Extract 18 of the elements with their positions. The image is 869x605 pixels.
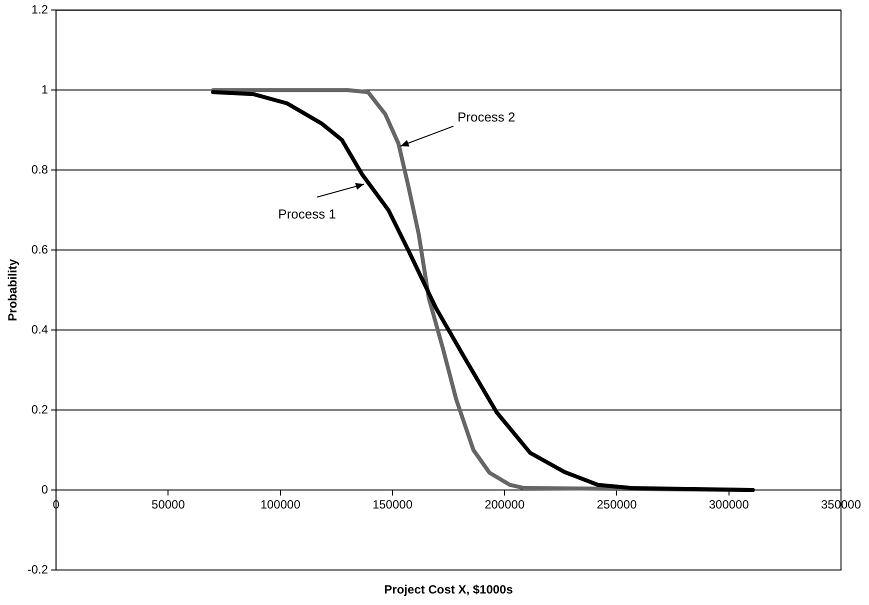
x-axis-title: Project Cost X, $1000s xyxy=(384,582,514,596)
y-tick-label: 0.2 xyxy=(31,402,48,416)
y-tick-label: 0.6 xyxy=(31,242,48,256)
y-tick-label: 1.2 xyxy=(31,2,48,17)
x-tick-label: 300000 xyxy=(708,498,750,512)
annotation: Process 2 xyxy=(457,110,516,125)
x-tick-label: 200000 xyxy=(484,498,525,512)
y-tick-label: 0.4 xyxy=(31,322,48,336)
annotation: Process 1 xyxy=(278,206,336,222)
x-tick-label: 50000 xyxy=(152,498,186,512)
y-axis-title: Probability xyxy=(6,258,20,322)
y-tick-label: 1 xyxy=(41,82,48,96)
y-tick-label: 0 xyxy=(41,482,48,496)
y-tick-label: -0.2 xyxy=(27,562,48,576)
x-tick-label: 150000 xyxy=(372,498,413,512)
x-tick-label: 100000 xyxy=(260,498,301,512)
x-tick-label: 250000 xyxy=(596,498,638,512)
y-tick-label: 0.8 xyxy=(31,162,48,176)
